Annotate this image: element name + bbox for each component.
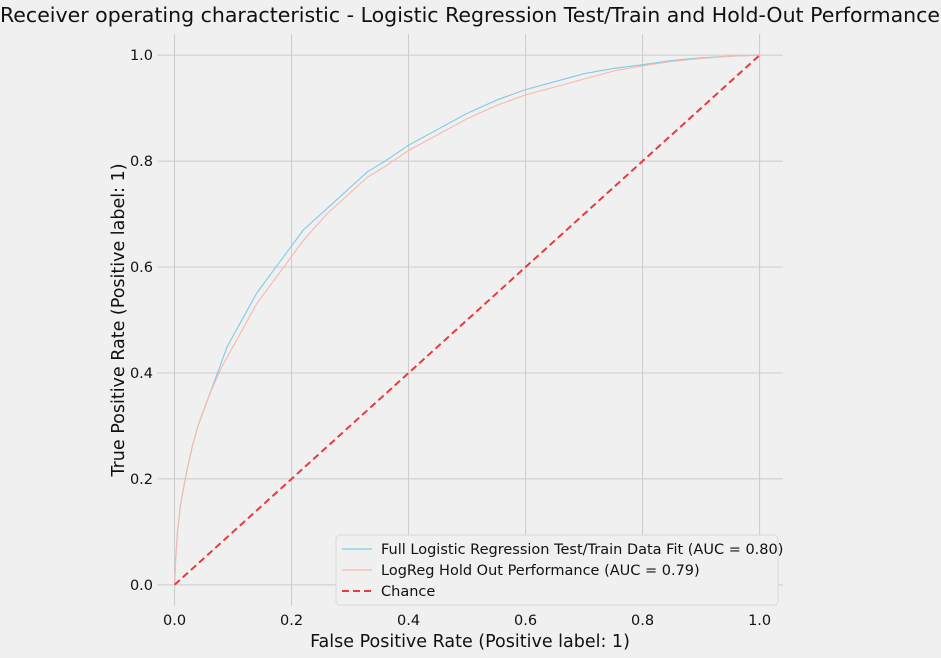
y-tick-labels: 0.0 0.2 0.4 0.6 0.8 1.0: [130, 48, 153, 594]
legend-label-3: Chance: [381, 584, 435, 600]
legend-box: [335, 534, 779, 606]
x-tick-label: 0.4: [397, 613, 420, 629]
series-lines: [173, 54, 761, 586]
legend-label-1: Full Logistic Regression Test/Train Data…: [381, 542, 783, 558]
x-axis-label: False Positive Rate (Positive label: 1): [310, 632, 630, 652]
grid-lines: [157, 34, 783, 606]
y-tick-label: 0.2: [130, 472, 153, 488]
series-line-2: [174, 54, 760, 585]
chart-title: Receiver operating characteristic - Logi…: [0, 3, 940, 27]
legend-label-2: LogReg Hold Out Performance (AUC = 0.79): [381, 563, 700, 579]
y-tick-label: 1.0: [130, 48, 153, 64]
y-tick-label: 0.6: [130, 260, 153, 276]
legend: Full Logistic Regression Test/Train Data…: [335, 534, 783, 606]
x-tick-label: 0.8: [631, 613, 654, 629]
y-tick-label: 0.0: [130, 578, 153, 594]
x-tick-labels: 0.0 0.2 0.4 0.6 0.8 1.0: [163, 613, 771, 629]
x-tick-label: 1.0: [748, 613, 771, 629]
x-tick-label: 0.2: [280, 613, 303, 629]
y-tick-label: 0.4: [130, 366, 153, 382]
x-tick-label: 0.0: [163, 613, 186, 629]
x-tick-label: 0.6: [514, 613, 537, 629]
y-tick-label: 0.8: [130, 154, 153, 170]
y-axis-label: True Positive Rate (Positive label: 1): [109, 163, 129, 477]
legend-items: Full Logistic Regression Test/Train Data…: [342, 542, 783, 600]
